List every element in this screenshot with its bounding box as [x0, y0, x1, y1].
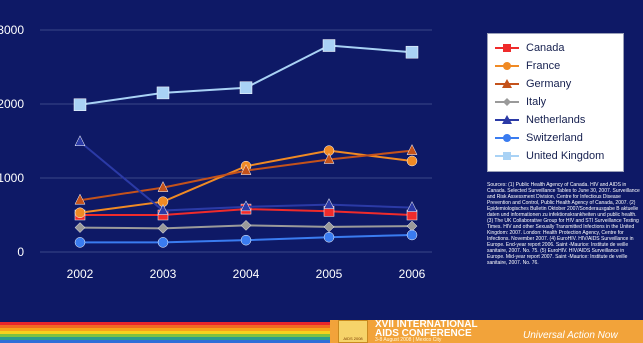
legend-label: Italy — [526, 96, 547, 108]
y-tick-label: 3000 — [0, 23, 24, 37]
legend-item: United Kingdom — [494, 148, 604, 164]
data-point — [406, 155, 418, 167]
data-point — [406, 201, 418, 212]
sources-text: Sources: (1) Public Health Agency of Can… — [487, 182, 640, 266]
series-line-netherlands — [79, 140, 413, 212]
legend-swatch-marker — [503, 44, 511, 52]
x-tick-label: 2006 — [399, 267, 426, 281]
legend-item: Switzerland — [494, 130, 583, 146]
conference-logo: AIDS 2008 — [338, 320, 368, 343]
legend-swatch-marker — [502, 115, 512, 124]
legend-swatch-marker — [503, 62, 511, 70]
conference-date: 3-8 August 2008 | Mexico City — [375, 337, 442, 343]
data-point — [74, 135, 86, 146]
data-point — [74, 237, 86, 248]
legend-swatch-marker — [503, 134, 511, 142]
legend-label: Netherlands — [526, 114, 586, 126]
x-tick-label: 2002 — [67, 267, 94, 281]
data-point — [74, 193, 86, 205]
legend-label: Canada — [526, 42, 565, 54]
legend-swatch — [495, 62, 519, 70]
legend-swatch — [495, 79, 519, 88]
legend-swatch — [495, 152, 519, 160]
conference-slogan: Universal Action Now — [523, 330, 618, 341]
legend-label: France — [526, 60, 561, 72]
y-tick-label: 2000 — [0, 97, 24, 111]
data-point — [157, 181, 169, 192]
legend-swatch — [495, 44, 519, 52]
rainbow-stripe — [0, 325, 330, 328]
rainbow-stripe — [0, 334, 330, 337]
rainbow-stripe — [0, 337, 330, 340]
data-point — [323, 231, 335, 243]
legend-swatch — [495, 115, 519, 124]
conference-title: XVII INTERNATIONAL AIDS CONFERENCE — [375, 319, 478, 339]
series-line-united-kingdom — [79, 44, 413, 106]
data-point — [240, 234, 252, 246]
legend-swatch-marker — [503, 98, 511, 106]
data-point — [74, 207, 86, 219]
legend-label: United Kingdom — [526, 150, 605, 162]
data-point — [405, 45, 419, 59]
legend-item: France — [494, 58, 560, 74]
data-point — [406, 220, 418, 232]
rainbow-stripes — [0, 322, 330, 343]
x-tick-label: 2005 — [316, 267, 343, 281]
data-point — [240, 200, 252, 212]
data-point — [157, 237, 169, 248]
series-line-germany — [79, 149, 413, 202]
data-point — [323, 221, 335, 233]
conference-logo-text: AIDS 2008 — [343, 336, 363, 341]
legend-swatch-marker — [503, 152, 511, 160]
data-point — [406, 144, 418, 155]
conference-title-line2: AIDS CONFERENCE — [375, 328, 472, 339]
data-point — [240, 220, 252, 231]
x-tick-label: 2004 — [233, 267, 260, 281]
legend-item: Italy — [494, 94, 546, 110]
rainbow-stripe — [0, 340, 330, 343]
data-point — [406, 229, 418, 241]
data-point — [323, 198, 335, 209]
legend-item: Canada — [494, 40, 565, 56]
data-point — [239, 81, 253, 94]
rainbow-stripe — [0, 322, 330, 325]
y-tick-label: 0 — [17, 245, 24, 259]
data-point — [156, 86, 170, 100]
data-point — [157, 204, 169, 215]
data-point — [240, 164, 252, 175]
conference-title-line1: XVII INTERNATIONAL — [375, 319, 478, 330]
legend-swatch — [495, 98, 519, 106]
legend-item: Germany — [494, 76, 571, 92]
legend-label: Switzerland — [526, 132, 583, 144]
x-tick-label: 2003 — [150, 267, 177, 281]
legend-swatch-marker — [502, 79, 512, 88]
data-point — [73, 98, 87, 111]
data-point — [74, 222, 86, 233]
legend-swatch — [495, 134, 519, 142]
data-point — [322, 39, 336, 52]
data-point — [157, 222, 169, 234]
legend: Canada France Germany Italy Netherlands Switz… — [487, 33, 624, 172]
data-point — [323, 152, 335, 164]
conference-banner — [330, 320, 643, 343]
rainbow-stripe — [0, 331, 330, 334]
y-tick-label: 1000 — [0, 171, 24, 185]
legend-item: Netherlands — [494, 112, 585, 128]
rainbow-stripe — [0, 328, 330, 331]
legend-label: Germany — [526, 78, 572, 90]
